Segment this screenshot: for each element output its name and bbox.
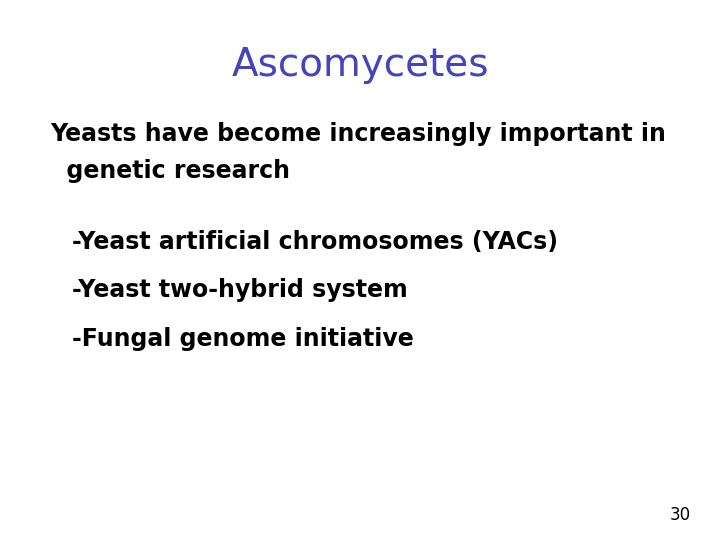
Text: -Fungal genome initiative: -Fungal genome initiative [72, 327, 414, 350]
Text: -Yeast artificial chromosomes (YACs): -Yeast artificial chromosomes (YACs) [72, 230, 558, 253]
Text: Ascomycetes: Ascomycetes [231, 46, 489, 84]
Text: -Yeast two-hybrid system: -Yeast two-hybrid system [72, 278, 408, 302]
Text: 30: 30 [670, 506, 691, 524]
Text: Yeasts have become increasingly important in: Yeasts have become increasingly importan… [50, 122, 666, 145]
Text: genetic research: genetic research [50, 159, 290, 183]
